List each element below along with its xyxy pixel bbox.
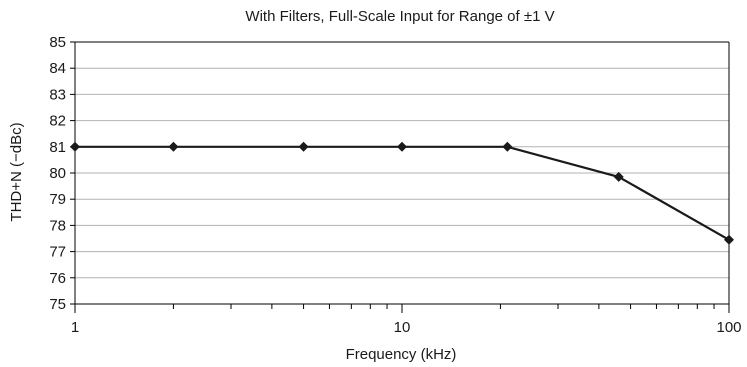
x-tick-label: 100: [716, 319, 741, 336]
chart-title: With Filters, Full-Scale Input for Range…: [245, 8, 554, 25]
data-point-marker: [502, 141, 513, 152]
y-tick-labels: 75 76 77 78 79 80 81 82 83 84 85: [49, 34, 66, 313]
data-point-marker: [613, 171, 624, 182]
x-axis-label: Frequency (kHz): [346, 346, 457, 363]
y-axis-label: THD+N (−dBc): [8, 122, 25, 221]
data-point-marker: [298, 141, 309, 152]
data-point-marker: [724, 234, 734, 245]
x-tick-labels: 1 10 100: [71, 319, 742, 336]
y-tick-label: 84: [49, 60, 66, 77]
x-tick-label: 10: [394, 319, 411, 336]
axes: [70, 41, 730, 313]
y-tick-label: 78: [49, 217, 66, 234]
y-tick-label: 80: [49, 165, 66, 182]
gridlines: [75, 41, 729, 279]
y-tick-label: 81: [49, 139, 66, 156]
y-tick-label: 82: [49, 113, 66, 130]
y-tick-label: 77: [49, 244, 66, 261]
y-tick-label: 75: [49, 296, 66, 313]
data-point-marker: [397, 141, 407, 152]
y-tick-label: 76: [49, 270, 66, 287]
x-tick-label: 1: [71, 319, 79, 336]
y-tick-label: 83: [49, 86, 66, 103]
data-point-marker: [70, 141, 80, 152]
data-point-marker: [168, 141, 179, 152]
series: [70, 141, 734, 245]
y-tick-label: 85: [49, 34, 66, 51]
y-tick-label: 79: [49, 191, 66, 208]
